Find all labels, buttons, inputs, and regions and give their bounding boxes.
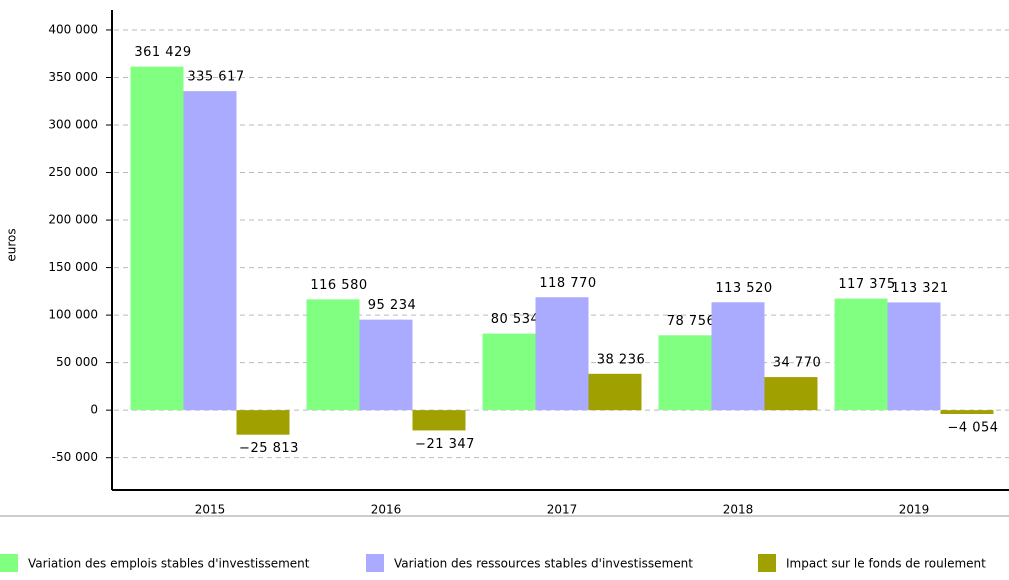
y-tick-label: 350 000 [48, 70, 98, 84]
legend-label: Impact sur le fonds de roulement [786, 557, 986, 571]
value-label: 116 580 [310, 278, 367, 293]
bar [130, 66, 184, 411]
legend-swatch [366, 554, 384, 572]
value-label: 38 236 [597, 352, 646, 367]
y-tick-label: 150 000 [48, 260, 98, 274]
value-label: −4 054 [947, 421, 998, 436]
x-tick-label: 2019 [899, 503, 930, 517]
value-label: 117 375 [838, 277, 895, 292]
value-label: 113 321 [891, 281, 948, 296]
bar [236, 410, 290, 435]
bar [588, 373, 642, 411]
y-tick-label: 200 000 [48, 213, 98, 227]
value-label: −25 813 [239, 441, 299, 456]
legend-label: Variation des emplois stables d'investis… [28, 557, 310, 571]
value-label: 80 534 [491, 312, 540, 327]
value-label: 361 429 [134, 45, 191, 60]
bar [887, 302, 941, 411]
value-label: 113 520 [715, 281, 772, 296]
bar [306, 299, 360, 411]
y-tick-label: 400 000 [48, 22, 98, 36]
bar [711, 302, 765, 411]
y-tick-label: 300 000 [48, 118, 98, 132]
value-label: 118 770 [539, 276, 596, 291]
bar [535, 297, 589, 411]
legend-swatch [758, 554, 776, 572]
bar [412, 410, 466, 431]
value-label: −21 347 [415, 437, 475, 452]
y-axis-label: euros [5, 228, 19, 261]
x-tick-label: 2017 [547, 503, 578, 517]
x-tick-label: 2018 [723, 503, 754, 517]
legend-swatch [0, 554, 18, 572]
bar [658, 335, 712, 411]
x-tick-label: 2015 [195, 503, 226, 517]
bar [834, 298, 888, 411]
bar [940, 410, 994, 415]
bar [359, 319, 413, 411]
y-tick-label: 50 000 [56, 355, 98, 369]
value-label: 34 770 [773, 356, 822, 371]
y-tick-label: 250 000 [48, 165, 98, 179]
legend-label: Variation des ressources stables d'inves… [394, 557, 693, 571]
bar [183, 91, 237, 411]
x-tick-label: 2016 [371, 503, 402, 517]
bar [764, 377, 818, 411]
value-label: 335 617 [187, 70, 244, 85]
y-tick-label: -50 000 [52, 450, 98, 464]
bar [482, 333, 536, 411]
value-label: 78 756 [667, 314, 716, 329]
value-label: 95 234 [368, 298, 417, 313]
y-tick-label: 100 000 [48, 308, 98, 322]
y-tick-label: 0 [90, 403, 98, 417]
